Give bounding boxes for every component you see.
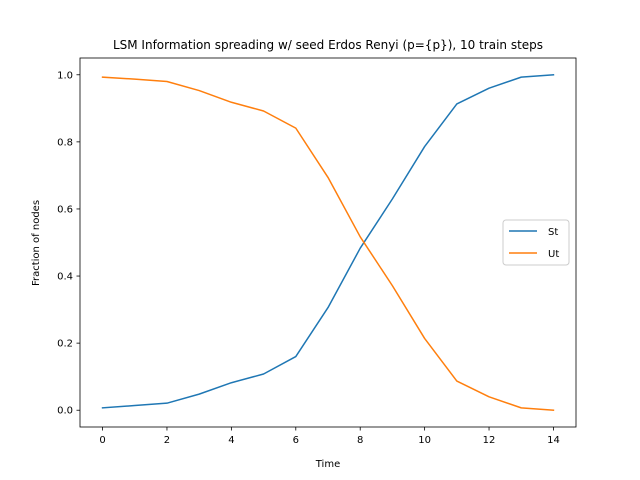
series-line-st <box>101 73 555 409</box>
series-line-ut <box>101 76 555 412</box>
x-tick-label: 14 <box>547 435 560 446</box>
legend-label-ut: Ut <box>548 249 559 260</box>
legend: St Ut <box>502 219 570 266</box>
chart-title: LSM Information spreading w/ seed Erdos … <box>113 38 543 52</box>
legend-label-st: St <box>548 227 558 238</box>
x-tick-label: 12 <box>483 435 496 446</box>
x-tick-label: 0 <box>99 435 105 446</box>
y-tick-label: 0.2 <box>57 339 73 350</box>
x-tick-label: 8 <box>357 435 363 446</box>
y-axis-label: Fraction of nodes <box>31 200 42 286</box>
plot-area <box>79 57 577 428</box>
x-tick-label: 6 <box>293 435 299 446</box>
x-axis-label: Time <box>315 459 340 470</box>
x-tick-label: 4 <box>228 435 234 446</box>
x-tick-label: 2 <box>164 435 170 446</box>
x-tick-label: 10 <box>418 435 431 446</box>
y-tick-label: 0.8 <box>57 137 73 148</box>
y-tick-label: 1.0 <box>57 70 73 81</box>
y-tick-label: 0.4 <box>57 272 73 283</box>
y-tick-label: 0.6 <box>57 204 73 215</box>
x-axis-ticks: 0 2 4 6 8 10 12 14 <box>99 427 560 446</box>
y-axis-ticks: 0.0 0.2 0.4 0.6 0.8 1.0 <box>57 70 80 417</box>
plot-frame <box>79 57 577 428</box>
y-tick-label: 0.0 <box>57 406 73 417</box>
